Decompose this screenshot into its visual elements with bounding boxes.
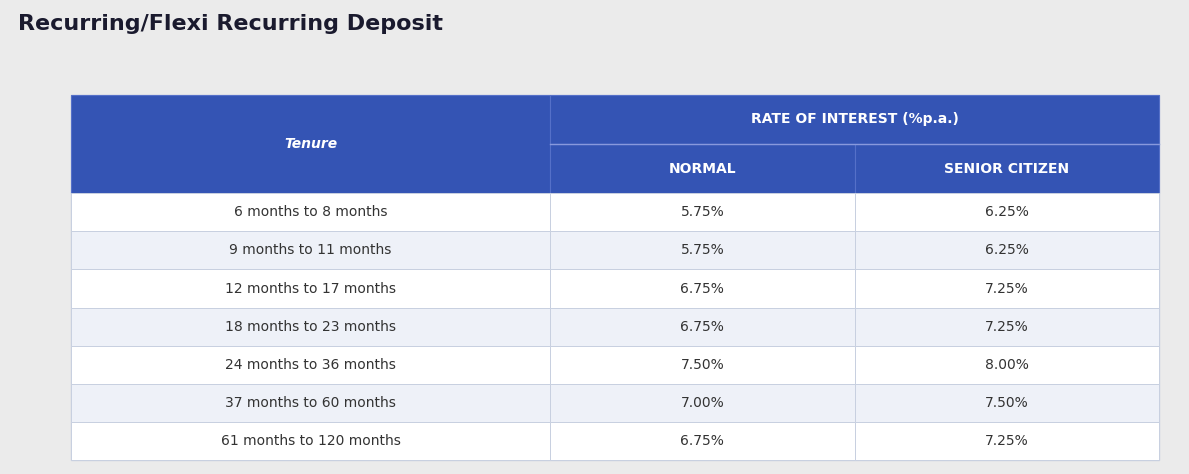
FancyBboxPatch shape: [71, 383, 551, 422]
Text: 6.75%: 6.75%: [680, 319, 724, 334]
Text: RATE OF INTEREST (%p.a.): RATE OF INTEREST (%p.a.): [750, 112, 958, 127]
Text: SENIOR CITIZEN: SENIOR CITIZEN: [944, 162, 1070, 176]
FancyBboxPatch shape: [551, 269, 855, 308]
FancyBboxPatch shape: [71, 269, 551, 308]
FancyBboxPatch shape: [71, 95, 1159, 460]
Text: 5.75%: 5.75%: [680, 244, 724, 257]
FancyBboxPatch shape: [71, 308, 551, 346]
Text: 61 months to 120 months: 61 months to 120 months: [221, 434, 401, 448]
FancyBboxPatch shape: [551, 422, 855, 460]
FancyBboxPatch shape: [855, 144, 1159, 193]
Text: 6.75%: 6.75%: [680, 282, 724, 295]
FancyBboxPatch shape: [551, 383, 855, 422]
FancyBboxPatch shape: [855, 193, 1159, 231]
FancyBboxPatch shape: [855, 422, 1159, 460]
Text: 8.00%: 8.00%: [984, 357, 1028, 372]
FancyBboxPatch shape: [551, 193, 855, 231]
Text: Recurring/Flexi Recurring Deposit: Recurring/Flexi Recurring Deposit: [18, 14, 442, 34]
Text: 6 months to 8 months: 6 months to 8 months: [234, 205, 388, 219]
FancyBboxPatch shape: [71, 346, 551, 383]
FancyBboxPatch shape: [551, 346, 855, 383]
FancyBboxPatch shape: [551, 231, 855, 269]
FancyBboxPatch shape: [71, 422, 551, 460]
FancyBboxPatch shape: [551, 95, 1159, 144]
Text: 6.75%: 6.75%: [680, 434, 724, 448]
Text: 24 months to 36 months: 24 months to 36 months: [225, 357, 396, 372]
Text: 7.50%: 7.50%: [986, 396, 1028, 410]
FancyBboxPatch shape: [71, 95, 551, 193]
Text: 7.25%: 7.25%: [986, 319, 1028, 334]
FancyBboxPatch shape: [551, 308, 855, 346]
Text: 7.25%: 7.25%: [986, 434, 1028, 448]
FancyBboxPatch shape: [855, 346, 1159, 383]
FancyBboxPatch shape: [71, 193, 551, 231]
Text: Tenure: Tenure: [284, 137, 338, 151]
Text: 12 months to 17 months: 12 months to 17 months: [225, 282, 396, 295]
Text: 5.75%: 5.75%: [680, 205, 724, 219]
Text: 18 months to 23 months: 18 months to 23 months: [225, 319, 396, 334]
FancyBboxPatch shape: [855, 269, 1159, 308]
Text: 6.25%: 6.25%: [984, 205, 1028, 219]
FancyBboxPatch shape: [71, 231, 551, 269]
Text: 37 months to 60 months: 37 months to 60 months: [225, 396, 396, 410]
Text: 7.50%: 7.50%: [680, 357, 724, 372]
Text: 7.00%: 7.00%: [680, 396, 724, 410]
Text: NORMAL: NORMAL: [668, 162, 736, 176]
FancyBboxPatch shape: [855, 383, 1159, 422]
Text: 6.25%: 6.25%: [984, 244, 1028, 257]
FancyBboxPatch shape: [551, 144, 855, 193]
Text: 9 months to 11 months: 9 months to 11 months: [229, 244, 392, 257]
FancyBboxPatch shape: [855, 231, 1159, 269]
FancyBboxPatch shape: [855, 308, 1159, 346]
Text: 7.25%: 7.25%: [986, 282, 1028, 295]
